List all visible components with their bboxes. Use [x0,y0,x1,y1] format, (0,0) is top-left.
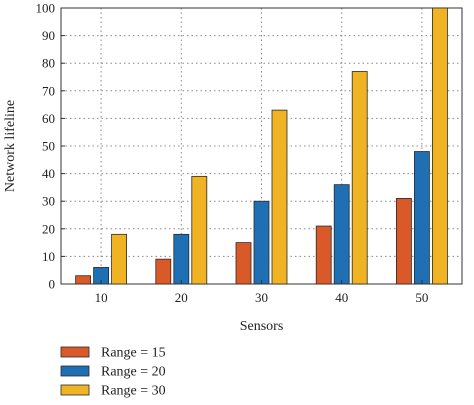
bar-series-3-cat-30 [271,109,288,285]
legend-swatch-2 [60,365,90,377]
bar-series-2-cat-20 [173,233,190,285]
y-tick-label: 10 [42,249,55,264]
x-tick-label: 40 [335,290,348,305]
x-tick-label: 50 [415,290,428,305]
y-tick-label: 50 [42,139,55,154]
bar-series-1-cat-50 [395,198,412,285]
bar-series-3-cat-10 [111,233,127,285]
legend-label-1: Range = 15 [101,346,166,361]
bar-series-2-cat-50 [413,151,430,285]
y-tick-label: 0 [49,277,56,292]
x-axis-ticks: 10 20 30 40 50 [95,280,428,305]
y-tick-label: 70 [42,83,55,98]
bar-series-1-cat-30 [235,242,252,285]
bar-series-1-cat-10 [75,275,91,285]
y-tick-label: 40 [42,166,55,181]
legend: Range = 15 Range = 20 Range = 30 [60,346,166,399]
y-tick-label: 30 [42,194,55,209]
bars [75,7,448,285]
legend-label-3: Range = 30 [101,384,166,399]
bar-series-3-cat-50 [431,7,448,285]
y-tick-label: 20 [42,221,55,236]
x-tick-label: 30 [255,290,268,305]
bar-series-3-cat-40 [351,71,368,285]
legend-swatch-3 [60,384,90,396]
y-tick-label: 60 [42,111,55,126]
bar-series-3-cat-20 [191,175,208,285]
y-axis-ticks: 0 10 20 30 40 50 60 70 80 90 100 [36,1,65,292]
x-tick-label: 20 [175,290,188,305]
x-axis-label: Sensors [240,319,284,334]
legend-label-2: Range = 20 [101,365,166,380]
legend-swatch-1 [60,346,90,358]
y-tick-label: 100 [36,1,56,16]
bar-series-2-cat-40 [333,184,350,285]
bar-series-1-cat-40 [315,225,332,285]
y-axis-label: Network lifeline [3,100,18,192]
x-tick-label: 10 [95,290,108,305]
bar-series-2-cat-30 [253,200,270,285]
y-tick-label: 90 [42,28,55,43]
bar-series-1-cat-20 [155,258,172,285]
y-tick-label: 80 [42,56,55,71]
